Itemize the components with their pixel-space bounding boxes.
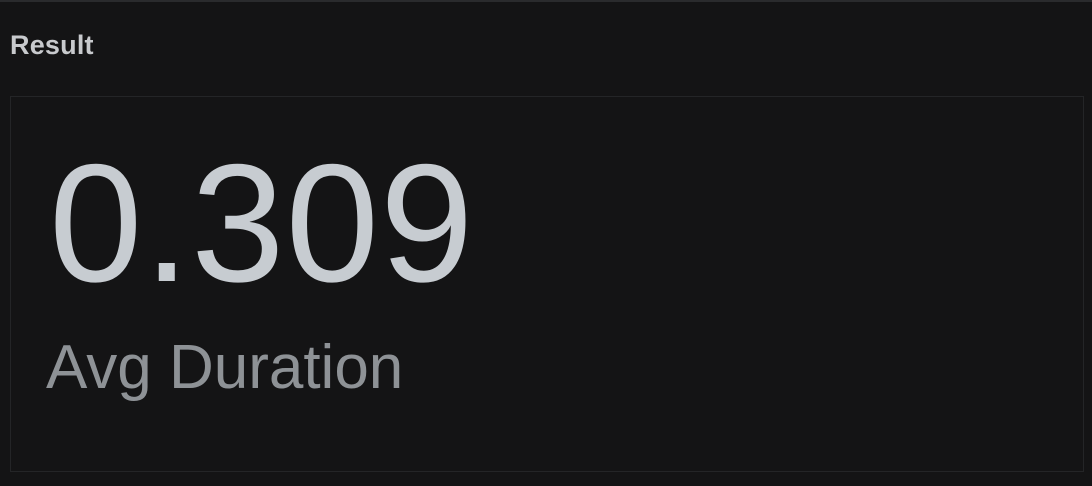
top-divider xyxy=(0,0,1092,2)
panel-title: Result xyxy=(10,30,94,60)
stat-card: 0.309 Avg Duration xyxy=(10,96,1084,472)
stat-label: Avg Duration xyxy=(46,333,404,402)
stat-value: 0.309 xyxy=(49,129,475,317)
